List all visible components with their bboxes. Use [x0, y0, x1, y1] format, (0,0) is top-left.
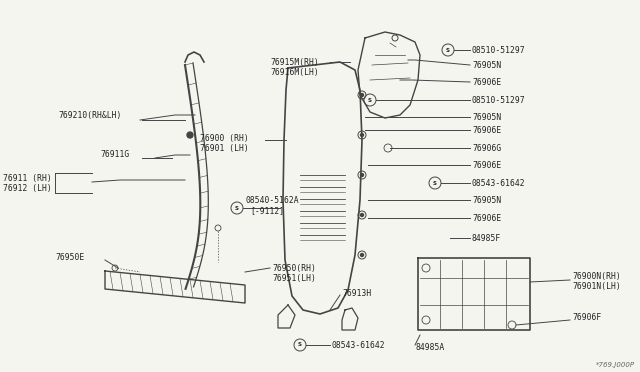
Text: 76901N(LH): 76901N(LH): [572, 282, 621, 291]
Text: S: S: [433, 180, 437, 186]
Text: S: S: [298, 343, 302, 347]
Text: S: S: [368, 97, 372, 103]
Text: 76915M(RH): 76915M(RH): [270, 58, 319, 67]
Text: 84985A: 84985A: [416, 343, 445, 353]
Text: [-9112]: [-9112]: [250, 206, 284, 215]
Text: 76901 (LH): 76901 (LH): [200, 144, 249, 153]
Circle shape: [187, 132, 193, 138]
Text: 76906G: 76906G: [472, 144, 501, 153]
Text: 76905N: 76905N: [472, 112, 501, 122]
Text: 76911 (RH): 76911 (RH): [3, 173, 52, 183]
Text: 08543-61642: 08543-61642: [472, 179, 525, 187]
Text: *769.J000P: *769.J000P: [596, 362, 635, 368]
Circle shape: [360, 93, 364, 96]
Text: 76900N(RH): 76900N(RH): [572, 272, 621, 280]
Text: 76900 (RH): 76900 (RH): [200, 134, 249, 142]
Circle shape: [360, 253, 364, 257]
Circle shape: [360, 134, 364, 137]
Text: 76950E: 76950E: [55, 253, 84, 263]
Text: 76906E: 76906E: [472, 125, 501, 135]
Text: 76911G: 76911G: [100, 150, 129, 158]
Text: S: S: [235, 205, 239, 211]
Text: 76906F: 76906F: [572, 314, 601, 323]
Text: S: S: [446, 48, 450, 52]
Text: 76912 (LH): 76912 (LH): [3, 183, 52, 192]
Text: 76905N: 76905N: [472, 196, 501, 205]
Circle shape: [360, 214, 364, 217]
Text: 08543-61642: 08543-61642: [332, 340, 386, 350]
Text: 76906E: 76906E: [472, 160, 501, 170]
Text: 76950(RH): 76950(RH): [272, 263, 316, 273]
Text: 76951(LH): 76951(LH): [272, 273, 316, 282]
Text: 08540-5162A: 08540-5162A: [245, 196, 299, 205]
Text: 76913H: 76913H: [342, 289, 371, 298]
Text: 76906E: 76906E: [472, 77, 501, 87]
Circle shape: [360, 173, 364, 176]
Text: 84985F: 84985F: [472, 234, 501, 243]
Text: 76916M(LH): 76916M(LH): [270, 67, 319, 77]
Text: 08510-51297: 08510-51297: [472, 45, 525, 55]
Text: 76906E: 76906E: [472, 214, 501, 222]
Text: 08510-51297: 08510-51297: [472, 96, 525, 105]
Text: 76905N: 76905N: [472, 61, 501, 70]
Text: 769210(RH&LH): 769210(RH&LH): [58, 110, 122, 119]
